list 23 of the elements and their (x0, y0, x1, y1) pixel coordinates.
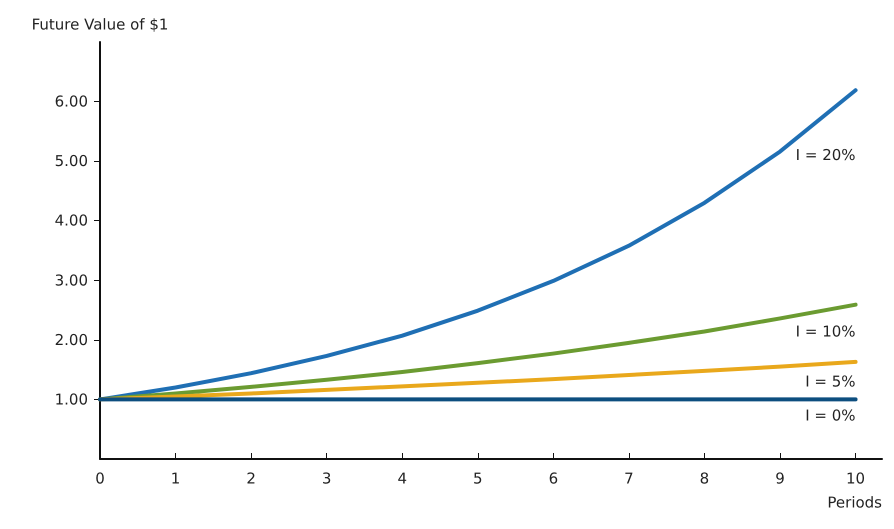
series-label: I = 5% (805, 372, 856, 391)
y-axis-title: Future Value of $1 (32, 16, 168, 34)
y-tick-label: 4.00 (54, 212, 88, 230)
x-tick-label: 8 (700, 470, 710, 488)
x-tick-label: 0 (95, 470, 105, 488)
x-tick-label: 10 (846, 470, 866, 488)
y-tick-label: 1.00 (54, 390, 88, 408)
y-tick-label: 5.00 (54, 152, 88, 170)
y-tick-label: 3.00 (54, 271, 88, 290)
x-tick-label: 3 (322, 470, 332, 488)
series-label: I = 20% (796, 146, 856, 164)
x-tick-label: 6 (548, 470, 558, 488)
x-tick-label: 2 (246, 470, 256, 488)
x-tick-label: 9 (775, 470, 785, 488)
series-label: I = 0% (805, 406, 856, 424)
series-label: I = 10% (796, 322, 856, 341)
x-tick-label: 5 (473, 470, 483, 488)
x-tick-label: 7 (624, 470, 634, 488)
y-tick-label: 6.00 (54, 92, 88, 111)
x-tick-label: 1 (170, 470, 180, 488)
y-tick-label: 2.00 (54, 330, 88, 349)
x-tick-label: 4 (397, 470, 407, 488)
x-axis-title: Periods (827, 494, 882, 512)
